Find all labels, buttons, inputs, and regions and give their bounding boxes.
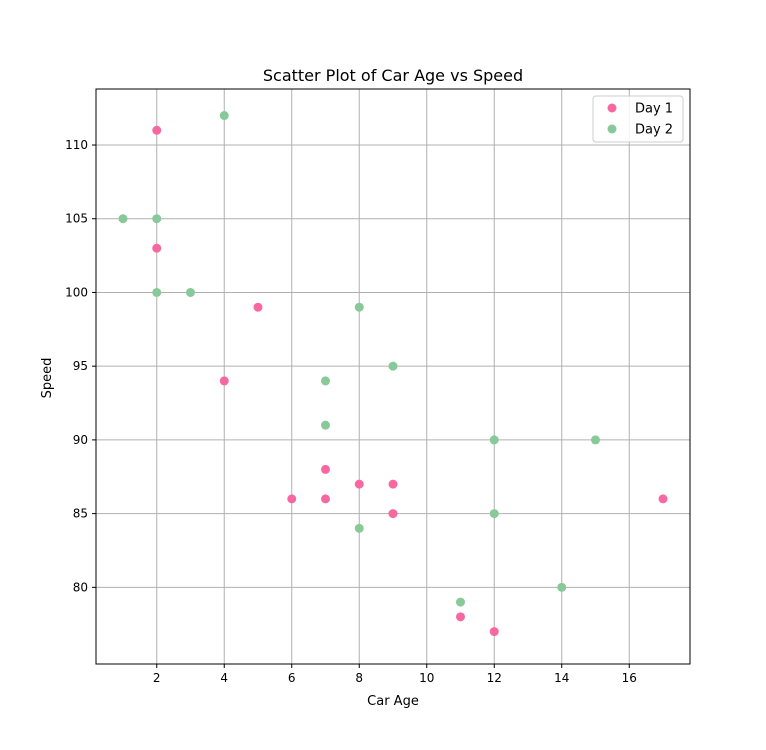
data-point-series-2 xyxy=(354,302,364,312)
y-tick-label: 90 xyxy=(73,433,88,447)
legend-label: Day 1 xyxy=(635,102,673,117)
data-point-series-1 xyxy=(489,627,499,637)
data-point-series-2 xyxy=(388,361,398,371)
data-point-series-1 xyxy=(321,464,330,474)
x-tick-label: 4 xyxy=(220,671,228,685)
y-tick-label: 80 xyxy=(73,580,88,594)
data-point-series-1 xyxy=(354,479,364,489)
data-point-series-2 xyxy=(489,435,499,445)
legend-label: Day 2 xyxy=(635,123,673,138)
data-point-series-1 xyxy=(287,494,297,504)
data-point-series-2 xyxy=(321,376,330,386)
x-tick-label: 14 xyxy=(554,671,569,685)
x-tick-label: 8 xyxy=(355,671,363,685)
x-tick-label: 10 xyxy=(419,671,434,685)
plot-frame xyxy=(95,88,691,665)
data-point-series-2 xyxy=(152,287,162,297)
data-point-series-2 xyxy=(354,523,364,533)
grid-lines xyxy=(96,89,690,664)
data-point-series-2 xyxy=(489,509,499,519)
data-point-series-2 xyxy=(186,287,195,297)
legend: Day 1 Day 2 xyxy=(592,95,684,143)
data-point-series-1 xyxy=(152,243,162,253)
data-point-series-2 xyxy=(152,214,162,224)
y-tick-label: 95 xyxy=(73,359,88,373)
axes: 2 4 6 8 10 12 14 16 80 85 90 95 100 105 110 xyxy=(65,88,691,685)
data-points xyxy=(118,111,668,637)
data-point-series-2 xyxy=(219,111,229,121)
data-point-series-1 xyxy=(388,479,398,489)
data-point-series-2 xyxy=(557,582,567,592)
data-point-series-2 xyxy=(456,597,465,607)
data-point-series-1 xyxy=(321,494,330,504)
x-tick-label: 6 xyxy=(288,671,296,685)
y-tick-label: 105 xyxy=(65,212,88,226)
data-point-series-1 xyxy=(219,376,229,386)
y-tick-label: 100 xyxy=(65,285,88,299)
data-point-series-1 xyxy=(456,612,465,622)
data-point-series-1 xyxy=(658,494,668,504)
x-tick-label: 12 xyxy=(487,671,502,685)
data-point-series-2 xyxy=(591,435,600,445)
chart-title: Scatter Plot of Car Age vs Speed xyxy=(263,66,523,85)
data-point-series-2 xyxy=(321,420,330,430)
y-axis-label: Speed xyxy=(40,358,55,399)
x-axis-label: Car Age xyxy=(367,694,419,709)
data-point-series-1 xyxy=(253,302,263,312)
legend-marker xyxy=(607,124,617,134)
x-tick-label: 16 xyxy=(622,671,637,685)
data-point-series-2 xyxy=(118,214,128,224)
x-tick-label: 2 xyxy=(153,671,161,685)
legend-marker xyxy=(607,103,617,113)
y-tick-label: 85 xyxy=(73,507,88,521)
y-tick-label: 110 xyxy=(65,138,88,152)
data-point-series-1 xyxy=(388,509,398,519)
data-point-series-1 xyxy=(152,125,162,135)
